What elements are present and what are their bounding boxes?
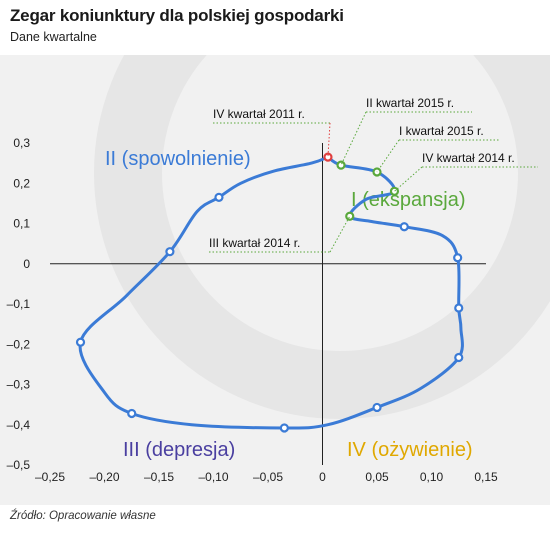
x-tick-label: –0,25 xyxy=(35,470,65,484)
annotation-label: IV kwartał 2014 r. xyxy=(422,151,515,165)
y-tick-label: –0,4 xyxy=(7,418,31,432)
y-tick-label: 0,2 xyxy=(13,176,30,190)
data-point-marker xyxy=(453,253,463,263)
annotation-label: III kwartał 2014 r. xyxy=(209,236,300,250)
chart-subtitle: Dane kwartalne xyxy=(10,30,97,44)
quadrant-label-IV: IV (ożywienie) xyxy=(347,439,473,461)
y-tick-label: –0,5 xyxy=(7,458,31,472)
x-tick-label: 0,05 xyxy=(365,470,389,484)
annotation-leader xyxy=(327,122,331,158)
data-point-marker xyxy=(454,303,464,313)
chart-title: Zegar koniunktury dla polskiej gospodark… xyxy=(10,6,344,25)
data-point-marker xyxy=(336,160,346,170)
annotation-label: I kwartał 2015 r. xyxy=(399,124,484,138)
annotation-leader xyxy=(329,216,351,253)
quadrant-label-III: III (depresja) xyxy=(123,439,235,461)
y-tick-label: 0 xyxy=(23,257,30,271)
data-point-marker xyxy=(372,167,382,177)
data-point-marker xyxy=(345,211,355,221)
data-point-marker xyxy=(127,408,137,419)
annotation-leader xyxy=(394,166,423,192)
quadrant-label-II: II (spowolnienie) xyxy=(105,148,251,170)
data-point-marker xyxy=(75,337,86,347)
data-markers xyxy=(75,152,464,433)
x-tick-label: –0,20 xyxy=(89,470,119,484)
data-point-marker xyxy=(372,402,382,413)
background-ring-decoration xyxy=(94,55,550,419)
x-tick-label: 0,15 xyxy=(474,470,498,484)
annotation-leader xyxy=(340,111,367,166)
data-point-marker xyxy=(399,222,409,232)
x-tick-label: 0,10 xyxy=(420,470,444,484)
data-point-marker xyxy=(389,186,400,196)
x-tick-label: –0,15 xyxy=(144,470,174,484)
data-point-marker xyxy=(454,352,464,363)
chart-svg: –0,25 –0,20 –0,15 –0,10 –0,05 0 0,05 0,10 0,150,… xyxy=(7,55,550,484)
data-point-marker xyxy=(214,192,224,202)
tick-labels: –0,25 –0,20 –0,15 –0,10 –0,05 0 0,05 0,10 0,150,… xyxy=(7,136,498,484)
data-point-marker xyxy=(279,423,289,433)
y-tick-label: 0,1 xyxy=(13,217,30,231)
y-tick-label: 0,3 xyxy=(13,136,30,150)
data-point-marker xyxy=(165,247,175,257)
y-tick-label: –0,1 xyxy=(7,297,31,311)
annotation-label: II kwartał 2015 r. xyxy=(366,96,454,110)
data-point-marker xyxy=(323,152,333,162)
source-note: Źródło: Opracowanie własne xyxy=(10,510,156,522)
annotations: IV kwartał 2011 r. II kwartał 2015 r. I kw… xyxy=(209,96,538,253)
annotation-label: IV kwartał 2011 r. xyxy=(213,107,305,121)
y-tick-label: –0,3 xyxy=(7,378,31,392)
chart-area: –0,25 –0,20 –0,15 –0,10 –0,05 0 0,05 0,10 0,15 0,… xyxy=(0,55,550,505)
annotation-leader xyxy=(376,139,400,173)
x-tick-label: –0,10 xyxy=(198,470,228,484)
y-tick-label: –0,2 xyxy=(7,337,31,351)
x-tick-label: 0 xyxy=(319,470,326,484)
x-tick-label: –0,05 xyxy=(253,470,283,484)
axes xyxy=(50,143,486,465)
